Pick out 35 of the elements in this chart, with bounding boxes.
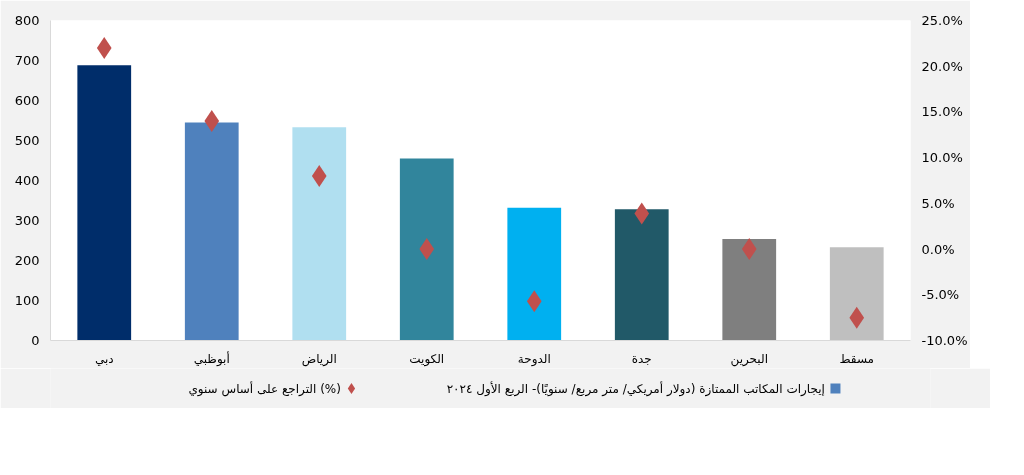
x-tick-label: جدة (631, 351, 652, 366)
y2-tick-label: -10.0% (921, 333, 968, 348)
y2-tick-label: -5.0% (921, 287, 960, 303)
y-tick-label: 0 (31, 333, 40, 348)
y-tick-label: 300 (14, 213, 40, 228)
y2-tick-label: 0.0% (921, 241, 955, 257)
bar (507, 207, 562, 341)
x-tick-label: البحرين (730, 351, 768, 367)
bar (829, 247, 884, 341)
x-tick-label: الدوحة (517, 351, 551, 367)
y-tick-label: 100 (14, 293, 40, 308)
x-tick-label: دبي (94, 351, 114, 366)
bar (722, 238, 777, 341)
legend-label: إيجارات المكاتب الممتازة (دولار أمريكي/ متر مربع/ سنويًا)- الربع الأول ٢٠٢٤ (446, 380, 825, 397)
y-tick-label: 200 (14, 253, 40, 268)
x-tick-label: أبوظبي (193, 350, 230, 367)
y-tick-label: 400 (14, 173, 40, 188)
y2-tick-label: 20.0% (921, 58, 963, 74)
bar (184, 122, 239, 341)
y2-tick-label: 15.0% (921, 104, 963, 120)
x-tick-label: مسقط (839, 351, 875, 366)
bar (77, 65, 132, 341)
bar (292, 127, 347, 341)
y-tick-label: 800 (14, 13, 40, 28)
y2-tick-label: 5.0% (921, 195, 955, 211)
y2-tick-label: 25.0% (921, 13, 963, 28)
bar (399, 158, 454, 341)
x-tick-label: الكويت (409, 351, 445, 367)
y-tick-label: 600 (14, 93, 40, 108)
y-tick-label: 500 (14, 133, 40, 148)
y2-tick-label: 10.0% (921, 150, 963, 166)
y-tick-label: 700 (14, 53, 40, 68)
bar (614, 209, 669, 341)
legend-label: التراجع على أساس سنوي (%) (188, 380, 341, 397)
x-tick-label: الرياض (301, 351, 337, 367)
